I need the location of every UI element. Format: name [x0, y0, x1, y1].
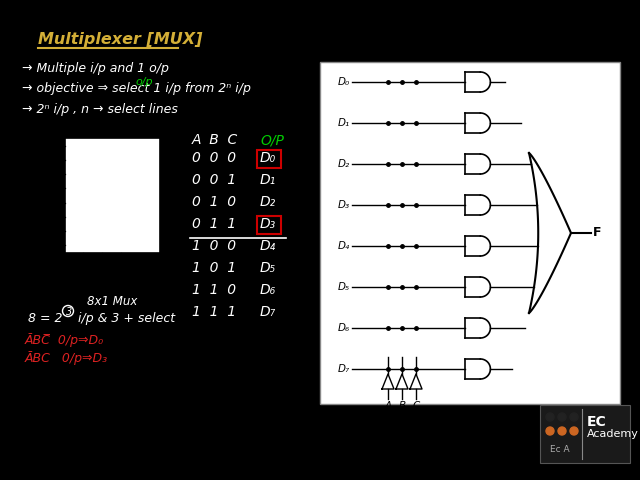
Text: D₆: D₆ — [260, 283, 276, 297]
Text: D₄: D₄ — [260, 239, 276, 253]
Text: 1  1  0: 1 1 0 — [192, 283, 236, 297]
Text: D₇: D₇ — [260, 305, 276, 319]
Text: D₇: D₇ — [40, 240, 49, 250]
Text: D₄: D₄ — [338, 241, 350, 251]
Text: B: B — [399, 401, 406, 411]
Text: F: F — [180, 191, 186, 201]
Text: D₆: D₆ — [338, 323, 350, 333]
Text: D₁: D₁ — [40, 156, 49, 165]
Circle shape — [570, 427, 578, 435]
Text: → Multiple i/p and 1 o/p: → Multiple i/p and 1 o/p — [22, 62, 169, 75]
Text: Academy: Academy — [587, 429, 639, 439]
Text: D₄: D₄ — [40, 198, 49, 207]
Text: D₅: D₅ — [260, 261, 276, 275]
Text: A: A — [385, 401, 392, 411]
Text: 8x1 Mux: 8x1 Mux — [87, 295, 138, 308]
Circle shape — [558, 427, 566, 435]
Circle shape — [546, 413, 554, 421]
Text: 0  1  1: 0 1 1 — [192, 217, 236, 231]
Bar — [257, 216, 281, 234]
Text: C: C — [412, 401, 420, 411]
Text: i/p & 3 + select: i/p & 3 + select — [78, 312, 175, 325]
Text: Multiplexer [MUX]: Multiplexer [MUX] — [38, 32, 202, 47]
Text: D₅: D₅ — [338, 282, 350, 292]
Text: 1  0  0: 1 0 0 — [192, 239, 236, 253]
Text: B: B — [99, 281, 106, 291]
Text: 0  0  0: 0 0 0 — [192, 151, 236, 165]
Text: D₂: D₂ — [338, 159, 350, 169]
Text: O/P: O/P — [260, 133, 284, 147]
Text: D₀: D₀ — [40, 142, 49, 151]
Text: 1  1  1: 1 1 1 — [192, 305, 236, 319]
Text: ĀBC̅  0/p⇒D₀: ĀBC̅ 0/p⇒D₀ — [25, 333, 104, 347]
Text: D₃: D₃ — [338, 200, 350, 210]
Text: 0  0  1: 0 0 1 — [192, 173, 236, 187]
Text: C: C — [118, 281, 124, 291]
Text: 3: 3 — [66, 307, 72, 317]
Text: 8 = 2: 8 = 2 — [28, 312, 63, 325]
Circle shape — [558, 413, 566, 421]
Text: D₂: D₂ — [260, 195, 276, 209]
Bar — [320, 62, 620, 404]
Text: D₃: D₃ — [260, 217, 276, 231]
Bar — [257, 150, 281, 168]
Text: D₇: D₇ — [338, 364, 350, 374]
Circle shape — [570, 413, 578, 421]
Text: D₆: D₆ — [40, 227, 49, 235]
Text: 1  0  1: 1 0 1 — [192, 261, 236, 275]
Text: EC: EC — [587, 415, 607, 429]
Text: Ec A: Ec A — [550, 445, 570, 454]
Text: o/p: o/p — [135, 77, 152, 87]
Text: A  B  C: A B C — [192, 133, 238, 147]
Text: D₀: D₀ — [260, 151, 276, 165]
Bar — [65, 138, 160, 253]
Text: A: A — [80, 281, 86, 291]
Text: ĀBC   0/p⇒D₃: ĀBC 0/p⇒D₃ — [25, 351, 108, 365]
Text: D₀: D₀ — [338, 77, 350, 87]
Text: 0  1  0: 0 1 0 — [192, 195, 236, 209]
Text: → 2ⁿ i/p , n → select lines: → 2ⁿ i/p , n → select lines — [22, 103, 178, 116]
Text: D₅: D₅ — [40, 212, 49, 221]
Bar — [540, 405, 630, 463]
Circle shape — [546, 427, 554, 435]
Text: D₁: D₁ — [338, 118, 350, 128]
Text: F: F — [593, 227, 602, 240]
Text: D₃: D₃ — [40, 184, 49, 193]
Text: → objective ⇒ select 1 i/p from 2ⁿ i/p: → objective ⇒ select 1 i/p from 2ⁿ i/p — [22, 82, 251, 95]
Text: D₁: D₁ — [260, 173, 276, 187]
Text: D₂: D₂ — [40, 170, 49, 179]
